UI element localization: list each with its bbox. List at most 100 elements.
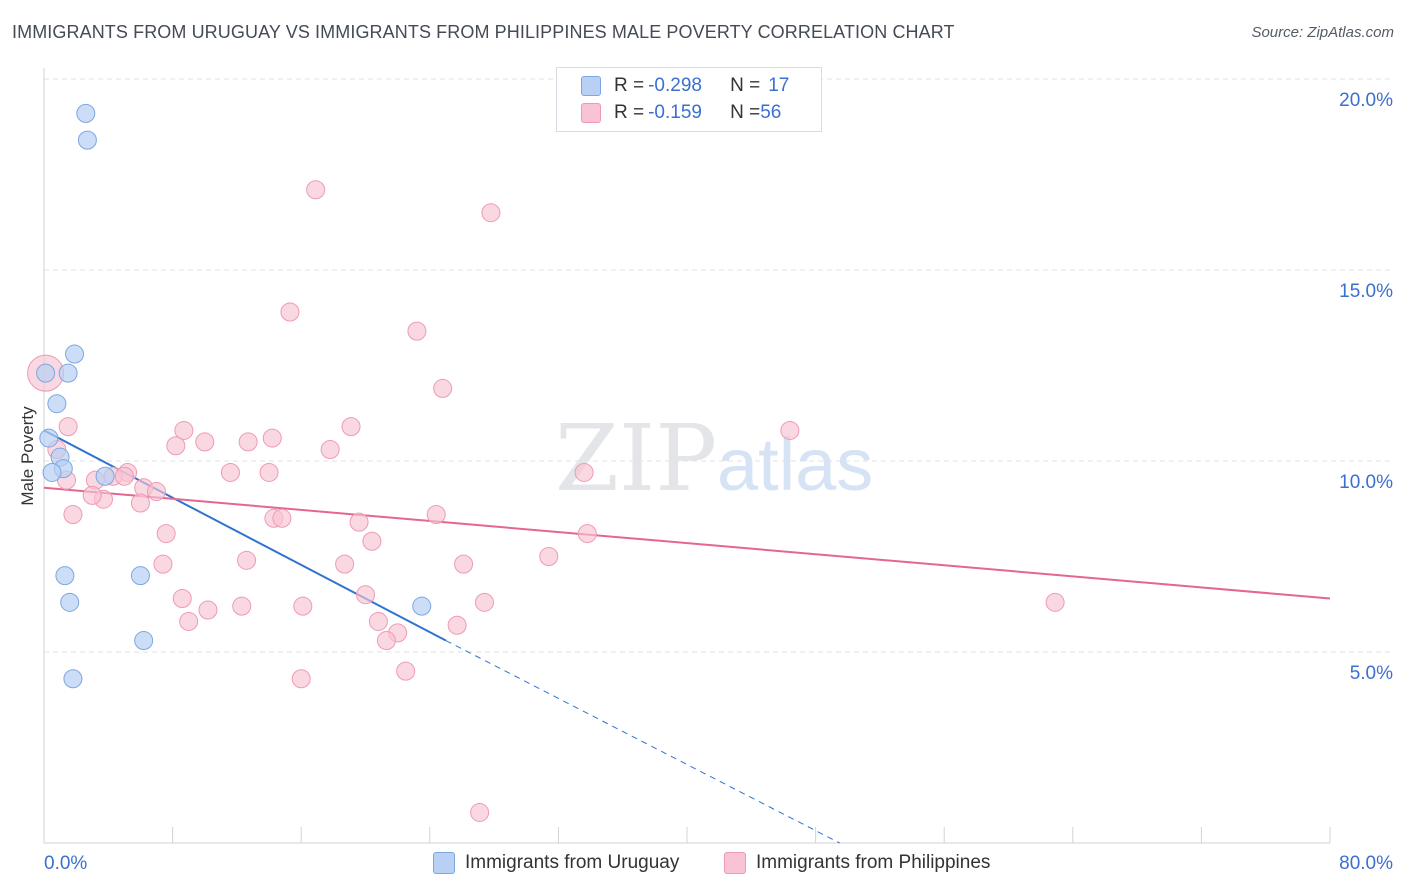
legend-row-philippines: R = -0.159 N = 56 xyxy=(581,101,781,125)
point-philippines xyxy=(349,512,369,532)
point-philippines xyxy=(362,531,382,551)
point-philippines xyxy=(280,302,300,322)
legend-swatch-philippines xyxy=(581,103,601,123)
watermark-zip: ZIP xyxy=(555,405,717,512)
point-philippines xyxy=(259,462,279,482)
point-philippines xyxy=(63,504,83,524)
axes xyxy=(43,68,1331,844)
point-philippines xyxy=(320,440,340,460)
point-philippines xyxy=(481,203,501,223)
point-philippines xyxy=(539,547,559,566)
point-philippines xyxy=(220,462,240,482)
legend-row-uruguay: R = -0.298 N = 17 xyxy=(581,74,789,98)
point-philippines xyxy=(153,554,173,574)
point-philippines xyxy=(474,592,494,612)
legend-label-philippines: Immigrants from Philippines xyxy=(756,852,991,873)
series-legend: Immigrants from Uruguay Immigrants from … xyxy=(0,852,1406,878)
point-philippines xyxy=(376,631,396,651)
y-tick-label: 15.0% xyxy=(1339,281,1393,302)
point-uruguay xyxy=(130,566,150,586)
x-tick-label-min: 0.0% xyxy=(44,853,87,874)
point-philippines xyxy=(293,596,313,616)
legend-n-value: 17 xyxy=(768,75,790,96)
point-uruguay xyxy=(58,363,78,383)
point-uruguay xyxy=(77,130,97,150)
y-tick-label: 10.0% xyxy=(1339,472,1393,493)
point-uruguay xyxy=(412,596,432,616)
point-philippines xyxy=(577,524,597,544)
y-tick-label: 20.0% xyxy=(1339,90,1393,111)
trend-lines xyxy=(43,429,1331,844)
point-philippines xyxy=(114,466,134,486)
legend-n-label: N = xyxy=(730,75,761,96)
y-tick-label: 5.0% xyxy=(1350,663,1393,684)
point-philippines xyxy=(356,585,375,605)
legend-swatch-uruguay xyxy=(581,76,601,96)
legend-r-value: -0.298 xyxy=(648,75,702,96)
point-philippines xyxy=(156,524,176,544)
point-philippines xyxy=(407,321,427,341)
point-philippines xyxy=(574,462,594,482)
legend-swatch-uruguay xyxy=(433,852,455,874)
trend-line-philippines xyxy=(43,486,1331,600)
point-philippines xyxy=(396,661,416,681)
point-philippines xyxy=(335,554,355,574)
point-philippines xyxy=(238,432,258,452)
legend-swatch-philippines xyxy=(724,852,746,874)
point-philippines xyxy=(82,485,102,505)
legend-n-label: N = xyxy=(730,102,761,123)
point-uruguay xyxy=(55,566,75,586)
point-philippines xyxy=(130,493,150,513)
legend-r-label: R = xyxy=(614,75,645,96)
point-philippines xyxy=(291,669,311,689)
point-philippines xyxy=(166,436,186,456)
point-philippines xyxy=(272,508,292,528)
point-philippines xyxy=(306,180,326,200)
chart-title: IMMIGRANTS FROM URUGUAY VS IMMIGRANTS FR… xyxy=(12,22,955,42)
legend-label-uruguay: Immigrants from Uruguay xyxy=(465,852,680,873)
point-philippines xyxy=(426,504,446,524)
legend-n-value: 56 xyxy=(760,102,782,123)
tick-labels: 5.0% 10.0% 15.0% 20.0% 0.0% 80.0% xyxy=(44,90,1393,874)
point-philippines xyxy=(780,420,800,440)
point-philippines xyxy=(368,611,388,631)
point-uruguay xyxy=(39,428,59,448)
legend-item-uruguay[interactable]: Immigrants from Uruguay xyxy=(433,852,679,874)
point-philippines xyxy=(447,615,467,635)
point-philippines xyxy=(262,428,282,448)
correlation-legend: R = -0.298 N = 17 R = -0.159 N = 56 xyxy=(556,67,822,132)
source-label: Source: ZipAtlas.com xyxy=(1251,24,1394,41)
point-philippines xyxy=(147,482,167,502)
legend-item-philippines[interactable]: Immigrants from Philippines xyxy=(724,852,990,874)
point-philippines xyxy=(179,611,199,631)
point-philippines xyxy=(232,596,252,616)
point-uruguay xyxy=(47,394,67,414)
legend-r-value: -0.159 xyxy=(648,102,702,123)
point-philippines xyxy=(433,378,453,398)
point-uruguay xyxy=(76,103,96,123)
point-uruguay xyxy=(42,462,62,482)
data-points xyxy=(27,103,1065,822)
legend-r-label: R = xyxy=(614,102,645,123)
point-uruguay xyxy=(63,669,83,689)
point-philippines xyxy=(237,550,257,570)
point-uruguay xyxy=(65,344,85,364)
trend-line-uruguay-extension xyxy=(445,640,840,844)
x-tick-label-max: 80.0% xyxy=(1339,853,1393,874)
point-philippines xyxy=(1045,592,1065,612)
point-uruguay xyxy=(95,466,115,486)
point-philippines xyxy=(172,589,192,609)
trend-line-uruguay xyxy=(43,429,447,642)
point-uruguay xyxy=(60,592,80,612)
watermark: ZIP atlas xyxy=(555,405,873,512)
point-philippines xyxy=(454,554,474,574)
point-uruguay xyxy=(134,631,154,651)
point-philippines xyxy=(58,417,78,437)
point-philippines xyxy=(198,600,218,620)
point-uruguay xyxy=(36,363,56,383)
point-philippines xyxy=(195,432,215,452)
point-philippines xyxy=(341,417,361,437)
point-philippines xyxy=(174,420,194,440)
point-philippines xyxy=(470,802,490,822)
